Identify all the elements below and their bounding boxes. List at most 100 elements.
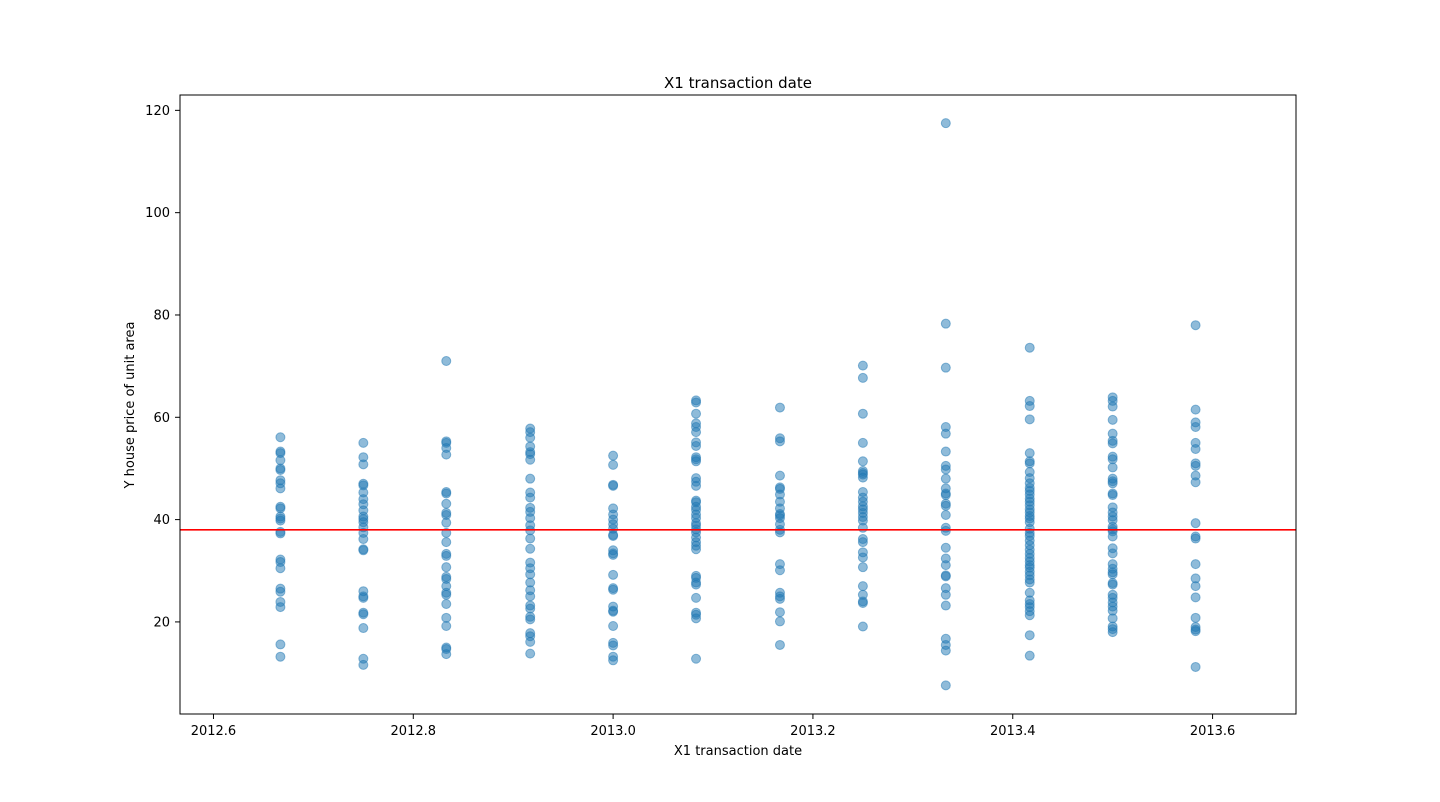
y-tick-label: 40 [153,513,170,528]
scatter-point [1107,569,1118,580]
scatter-point [525,473,536,484]
scatter-point [608,459,619,470]
scatter-point [774,436,785,447]
scatter-point [857,621,868,632]
scatter-point [691,579,702,590]
x-tick-label: 2013.2 [790,724,836,739]
scatter-point [608,549,619,560]
scatter-point [358,534,369,545]
scatter-point [940,500,951,511]
scatter-point [940,428,951,439]
scatter-point [441,517,452,528]
scatter-point [525,614,536,625]
scatter-point [441,488,452,499]
scatter-point [1190,626,1201,637]
scatter-point [691,427,702,438]
scatter-point [525,492,536,503]
scatter-point [940,542,951,553]
scatter-point [1024,448,1035,459]
scatter-point [358,459,369,470]
y-axis-label: Y house price of unit area [123,322,138,490]
scatter-point [1190,612,1201,623]
chart-title: X1 transaction date [664,74,812,92]
scatter-point [1024,650,1035,661]
scatter-point [1190,444,1201,455]
scatter-point [608,621,619,632]
scatter-point [608,450,619,461]
y-tick-label: 100 [145,206,170,221]
scatter-point [774,470,785,481]
scatter-point [525,432,536,443]
scatter-point [441,621,452,632]
scatter-point [857,552,868,563]
scatter-point [275,563,286,574]
scatter-point [1107,454,1118,465]
scatter-point [525,533,536,544]
scatter-point [275,464,286,475]
scatter-point [1190,404,1201,415]
scatter-point [774,639,785,650]
scatter-point [1190,581,1201,592]
scatter-point [940,446,951,457]
scatter-point [441,498,452,509]
scatter-point [1190,559,1201,570]
plot-area: 2012.6 2012.8 2013.0 2013.2 2013.4 2013.6 20 40… [145,94,1297,739]
scatter-point [940,464,951,475]
scatter-point [774,593,785,604]
scatter-point [1107,462,1118,473]
scatter-point [691,613,702,624]
scatter-point [358,437,369,448]
scatter-point [857,597,868,608]
x-tick-label: 2013.0 [590,724,636,739]
scatter-point [1107,579,1118,590]
scatter-point [1107,490,1118,501]
scatter-point [441,550,452,561]
scatter-point [857,360,868,371]
scatter-point [275,503,286,514]
scatter-point [1190,518,1201,529]
scatter-point [1024,414,1035,425]
scatter-point [691,440,702,451]
plot-frame [179,94,1297,715]
scatter-point [691,653,702,664]
scatter-point [691,544,702,555]
scatter-point [1107,478,1118,489]
scatter-point [608,584,619,595]
scatter-point [1190,460,1201,471]
scatter-point [940,600,951,611]
scatter-point [275,639,286,650]
scatter-point [940,645,951,656]
scatter-point [1107,531,1118,542]
scatter-point [1024,401,1035,412]
scatter-point [275,483,286,494]
scatter-point [857,437,868,448]
scatter-point [525,591,536,602]
scatter-point [525,543,536,554]
scatter-point [774,565,785,576]
scatter-point [1190,422,1201,433]
scatter-point [1107,548,1118,559]
scatter-point [275,515,286,526]
x-tick-label: 2013.6 [1190,724,1236,739]
scatter-point [525,648,536,659]
scatter-point [691,408,702,419]
scatter-point [1024,458,1035,469]
scatter-point [608,640,619,651]
y-tick-label: 120 [145,104,170,119]
scatter-point [275,455,286,466]
scatter-point [1190,661,1201,672]
scatter-point [525,569,536,580]
scatter-point [940,490,951,501]
scatter-point [940,560,951,571]
scatter-point [857,372,868,383]
scatter-point [358,623,369,634]
scatter-point [857,522,868,533]
scatter-point [1107,438,1118,449]
scatter-point [608,569,619,580]
scatter-point [857,408,868,419]
y-tick-label: 80 [153,308,170,323]
scatter-point [441,589,452,600]
scatter-point [525,603,536,614]
scatter-point [774,616,785,627]
